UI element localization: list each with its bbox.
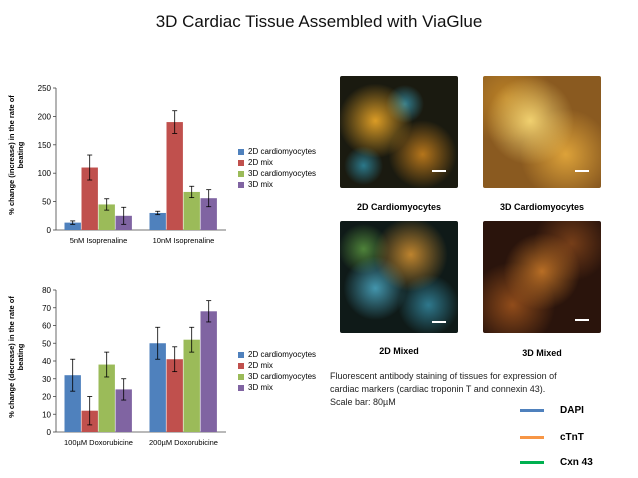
marker-cxn43-label: Cxn 43 bbox=[560, 457, 593, 468]
legend-swatch bbox=[238, 362, 244, 369]
legend-item: 2D cardiomyocytes bbox=[238, 349, 316, 360]
legend-swatch bbox=[238, 148, 244, 155]
micrograph-2d-mixed bbox=[340, 221, 458, 333]
y-axis-label-line: beating bbox=[16, 141, 25, 168]
legend-label: 2D mix bbox=[248, 361, 273, 370]
y-tick-label: 200 bbox=[38, 112, 52, 121]
y-axis-label-line: % change (decrease) in the rate of bbox=[7, 296, 16, 418]
x-tick-label: 100µM Doxorubicine bbox=[64, 438, 133, 447]
bar bbox=[115, 389, 132, 432]
legend-label: 3D cardiomyocytes bbox=[248, 169, 317, 178]
bar bbox=[149, 212, 166, 230]
legend-swatch bbox=[238, 373, 244, 380]
y-tick-label: 250 bbox=[38, 84, 52, 93]
bar bbox=[200, 198, 217, 230]
legend-swatch bbox=[238, 384, 244, 391]
bar bbox=[149, 343, 166, 432]
y-tick-label: 70 bbox=[42, 304, 51, 313]
legend-item: 2D mix bbox=[238, 157, 316, 168]
legend-label: 3D mix bbox=[248, 180, 273, 189]
y-tick-label: 100 bbox=[38, 169, 52, 178]
y-tick-label: 150 bbox=[38, 141, 52, 150]
micrograph-3d-mixed bbox=[483, 221, 601, 333]
y-tick-label: 10 bbox=[42, 410, 51, 419]
doxorubicine-legend: 2D cardiomyocytes 2D mix 3D cardiomyocytes… bbox=[238, 349, 316, 393]
y-axis-label: % change (decrease) in the rate ofbeatin… bbox=[7, 296, 25, 418]
legend-swatch bbox=[238, 159, 244, 166]
bar bbox=[98, 364, 115, 432]
legend-label: 3D mix bbox=[248, 383, 273, 392]
legend-swatch bbox=[238, 170, 244, 177]
marker-cxn43-swatch bbox=[520, 461, 544, 464]
marker-dapi-swatch bbox=[520, 409, 544, 412]
bar bbox=[81, 167, 98, 230]
scale-bar bbox=[432, 321, 446, 323]
caption-2d-mixed: 2D Mixed bbox=[379, 346, 419, 356]
doxorubicine-chart: 0 10 20 30 40 50 60 70 80 100µM Doxorubicine 200µM… bbox=[0, 282, 236, 454]
y-tick-label: 40 bbox=[42, 357, 51, 366]
bar bbox=[200, 311, 217, 432]
slide-title: 3D Cardiac Tissue Assembled with ViaGlue bbox=[155, 12, 483, 31]
y-axis-label-line: % change (increase) in the rate of bbox=[7, 95, 16, 215]
x-tick-label: 10nM Isoprenaline bbox=[153, 236, 215, 245]
legend-item: 3D mix bbox=[238, 382, 316, 393]
legend-item: 3D cardiomyocytes bbox=[238, 371, 316, 382]
marker-cxn43: Cxn 43 bbox=[520, 457, 593, 468]
doxorubicine-chart-plot: 0 10 20 30 40 50 60 70 80 100µM Doxorubicine 200µM… bbox=[7, 286, 226, 447]
y-axis-label: % change (increase) in the rate ofbeatin… bbox=[7, 95, 25, 215]
x-tick-label: 200µM Doxorubicine bbox=[149, 438, 218, 447]
scale-bar bbox=[432, 170, 446, 172]
bar bbox=[98, 204, 115, 230]
figure-description: Fluorescent antibody staining of tissues… bbox=[330, 371, 557, 407]
marker-dapi-label: DAPI bbox=[560, 405, 584, 416]
y-tick-label: 50 bbox=[42, 339, 51, 348]
isoprenaline-chart-plot: 0 50 100 150 200 250 5nM Isoprenaline 10nM Isop… bbox=[7, 84, 226, 245]
y-tick-label: 30 bbox=[42, 375, 51, 384]
y-tick-label: 0 bbox=[47, 226, 52, 235]
scale-bar bbox=[575, 170, 589, 172]
marker-dapi: DAPI bbox=[520, 405, 584, 416]
y-tick-label: 50 bbox=[42, 198, 51, 207]
y-tick-label: 80 bbox=[42, 286, 51, 295]
bar bbox=[64, 222, 81, 230]
marker-ctnt-swatch bbox=[520, 436, 544, 439]
legend-label: 2D cardiomyocytes bbox=[248, 350, 317, 359]
legend-swatch bbox=[238, 181, 244, 188]
marker-ctnt: cTnT bbox=[520, 432, 584, 443]
isoprenaline-chart: 0 50 100 150 200 250 5nM Isoprenaline 10nM Isop… bbox=[0, 78, 236, 258]
micrograph-3d-cardiomyocytes bbox=[483, 76, 601, 188]
y-tick-label: 60 bbox=[42, 322, 51, 331]
x-tick-label: 5nM Isoprenaline bbox=[70, 236, 128, 245]
y-axis-label-line: beating bbox=[16, 343, 25, 370]
caption-3d-mixed: 3D Mixed bbox=[522, 348, 562, 358]
legend-swatch bbox=[238, 351, 244, 358]
scale-bar bbox=[575, 319, 589, 321]
legend-item: 2D cardiomyocytes bbox=[238, 146, 316, 157]
bar bbox=[64, 375, 81, 432]
isoprenaline-legend: 2D cardiomyocytes 2D mix 3D cardiomyocytes… bbox=[238, 146, 316, 190]
legend-item: 3D cardiomyocytes bbox=[238, 168, 316, 179]
legend-label: 2D cardiomyocytes bbox=[248, 147, 317, 156]
bar bbox=[166, 359, 183, 432]
y-tick-label: 20 bbox=[42, 393, 51, 402]
bar bbox=[166, 122, 183, 230]
bar bbox=[183, 339, 200, 432]
legend-item: 3D mix bbox=[238, 179, 316, 190]
legend-item: 2D mix bbox=[238, 360, 316, 371]
bar bbox=[183, 191, 200, 230]
micrograph-2d-cardiomyocytes bbox=[340, 76, 458, 188]
caption-3d-cardiomyocytes: 3D Cardiomyocytes bbox=[499, 202, 585, 212]
legend-label: 3D cardiomyocytes bbox=[248, 372, 317, 381]
marker-ctnt-label: cTnT bbox=[560, 432, 584, 443]
y-tick-label: 0 bbox=[47, 428, 52, 437]
caption-2d-cardiomyocytes: 2D Cardiomyocytes bbox=[356, 202, 442, 212]
legend-label: 2D mix bbox=[248, 158, 273, 167]
